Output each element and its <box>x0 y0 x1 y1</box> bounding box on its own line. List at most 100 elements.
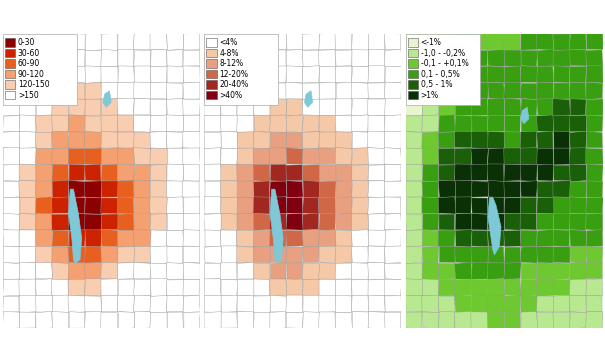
Polygon shape <box>167 312 183 328</box>
Polygon shape <box>520 131 537 149</box>
Polygon shape <box>117 82 134 100</box>
Polygon shape <box>286 148 303 164</box>
Polygon shape <box>151 67 167 83</box>
Polygon shape <box>134 115 151 132</box>
Bar <box>206 80 217 89</box>
Polygon shape <box>586 148 603 164</box>
Polygon shape <box>117 148 135 165</box>
Polygon shape <box>85 116 102 132</box>
Polygon shape <box>471 34 488 50</box>
Polygon shape <box>287 197 303 214</box>
Polygon shape <box>537 99 554 116</box>
Polygon shape <box>488 246 504 263</box>
Polygon shape <box>134 33 151 50</box>
Bar <box>5 91 15 100</box>
Polygon shape <box>3 131 19 149</box>
Polygon shape <box>101 279 118 296</box>
Polygon shape <box>287 263 302 280</box>
Polygon shape <box>352 50 368 67</box>
Polygon shape <box>504 198 520 214</box>
Text: 4-8%: 4-8% <box>219 49 239 58</box>
Bar <box>408 80 418 89</box>
Polygon shape <box>286 165 302 181</box>
Polygon shape <box>368 263 385 280</box>
Polygon shape <box>488 181 505 198</box>
Polygon shape <box>19 33 36 50</box>
Polygon shape <box>254 115 270 132</box>
Polygon shape <box>220 263 237 279</box>
Polygon shape <box>183 164 200 181</box>
Polygon shape <box>520 83 537 100</box>
Polygon shape <box>118 49 134 67</box>
Polygon shape <box>488 115 505 132</box>
Polygon shape <box>319 279 336 296</box>
Polygon shape <box>570 230 586 247</box>
Polygon shape <box>166 181 183 198</box>
Polygon shape <box>36 116 53 132</box>
Polygon shape <box>586 230 603 247</box>
Polygon shape <box>253 213 270 231</box>
Polygon shape <box>537 230 554 247</box>
Polygon shape <box>253 312 270 329</box>
Polygon shape <box>36 50 53 66</box>
Polygon shape <box>335 231 352 247</box>
Polygon shape <box>384 246 402 263</box>
Polygon shape <box>505 312 520 329</box>
Polygon shape <box>36 246 53 264</box>
Text: 30-60: 30-60 <box>18 49 40 58</box>
Polygon shape <box>51 279 68 296</box>
Polygon shape <box>167 164 184 181</box>
Polygon shape <box>521 279 538 296</box>
Polygon shape <box>336 181 352 198</box>
Polygon shape <box>368 148 385 165</box>
Polygon shape <box>504 296 520 312</box>
Polygon shape <box>488 312 505 329</box>
Polygon shape <box>405 279 423 296</box>
Polygon shape <box>520 164 537 181</box>
Polygon shape <box>520 181 538 197</box>
Polygon shape <box>537 148 554 165</box>
Polygon shape <box>385 213 402 231</box>
Polygon shape <box>52 131 69 149</box>
Polygon shape <box>166 295 183 312</box>
Polygon shape <box>302 263 320 280</box>
Polygon shape <box>569 148 586 165</box>
Polygon shape <box>319 295 336 313</box>
Polygon shape <box>422 164 439 182</box>
Polygon shape <box>221 246 238 264</box>
Polygon shape <box>488 295 505 312</box>
Bar <box>5 49 15 58</box>
Polygon shape <box>269 83 287 100</box>
Polygon shape <box>221 312 237 328</box>
Polygon shape <box>286 295 303 312</box>
Polygon shape <box>521 99 537 115</box>
Polygon shape <box>52 180 68 198</box>
Polygon shape <box>3 164 20 181</box>
Polygon shape <box>505 98 522 115</box>
Polygon shape <box>335 312 352 329</box>
Polygon shape <box>134 148 151 165</box>
Polygon shape <box>150 82 168 99</box>
Polygon shape <box>19 312 36 328</box>
Polygon shape <box>68 131 85 148</box>
Polygon shape <box>237 115 254 132</box>
Bar <box>206 91 217 100</box>
Polygon shape <box>302 198 319 214</box>
Polygon shape <box>319 115 335 132</box>
Polygon shape <box>368 165 385 181</box>
Polygon shape <box>554 131 570 148</box>
Polygon shape <box>237 279 254 296</box>
Polygon shape <box>422 115 439 132</box>
Polygon shape <box>183 34 200 50</box>
Polygon shape <box>134 279 151 296</box>
Polygon shape <box>471 295 488 312</box>
Polygon shape <box>238 181 253 198</box>
Polygon shape <box>520 197 537 214</box>
Polygon shape <box>68 66 85 82</box>
Polygon shape <box>118 33 134 50</box>
Polygon shape <box>520 66 538 83</box>
Text: >40%: >40% <box>219 90 243 100</box>
Polygon shape <box>2 99 20 116</box>
Polygon shape <box>68 197 85 214</box>
Polygon shape <box>134 230 151 247</box>
